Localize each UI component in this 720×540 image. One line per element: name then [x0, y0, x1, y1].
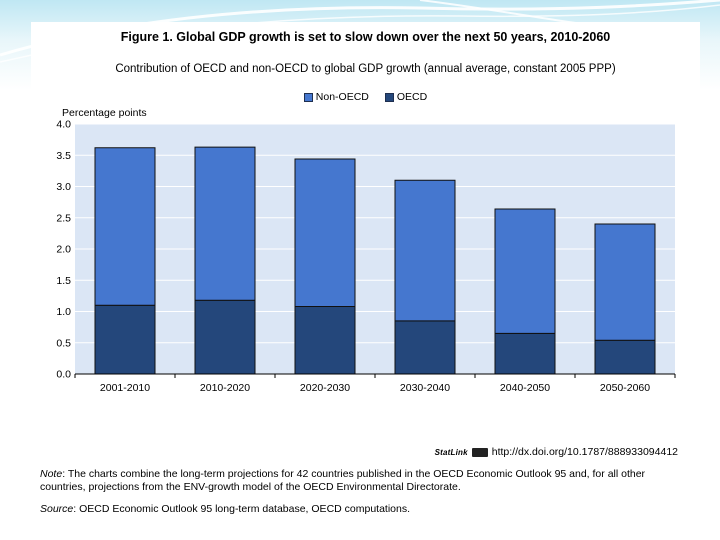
y-tick-label: 0.0: [56, 369, 71, 381]
statlink[interactable]: StatLink http://dx.doi.org/10.1787/88893…: [435, 446, 678, 458]
legend-swatch-non-oecd: [303, 92, 313, 102]
y-tick-label: 4.0: [56, 119, 71, 131]
bar-oecd-2030-2040: [394, 320, 456, 375]
x-tick-label: 2001-2010: [100, 382, 150, 394]
legend-label-non-oecd: Non-OECD: [315, 91, 369, 103]
source-label: Source: [40, 503, 74, 515]
bar-non-oecd-2020-2030: [294, 158, 356, 307]
y-tick-label: 2.5: [56, 212, 71, 224]
x-tick-label: 2050-2060: [600, 382, 650, 394]
bar-non-oecd-2001-2010: [94, 147, 156, 306]
legend-label-oecd: OECD: [396, 91, 428, 103]
source-text: : OECD Economic Outlook 95 long-term dat…: [73, 503, 411, 515]
y-tick-label: 3.5: [56, 150, 71, 162]
bar-chart: 0.0 0.5 1.0 1.5 2.0 2.5 3.0 3.5 4.0 2001-2010 2010…: [56, 107, 676, 394]
y-tick-label: 0.5: [56, 337, 71, 349]
x-tick-label: 2010-2020: [200, 382, 250, 394]
bar-oecd-2020-2030: [294, 306, 356, 375]
statlink-link-icon: [471, 447, 488, 457]
figure-title: Figure 1. Global GDP growth is set to sl…: [120, 30, 611, 44]
axes: 0.0 0.5 1.0 1.5 2.0 2.5 3.0 3.5 4.0 2001-2010 2010…: [56, 119, 676, 394]
statlink-url[interactable]: http://dx.doi.org/10.1787/888933094412: [491, 446, 678, 458]
bar-oecd-2010-2020: [194, 299, 256, 375]
y-tick-label: 1.5: [56, 275, 71, 287]
y-tick-label: 3.0: [56, 181, 71, 193]
gridlines: [75, 123, 675, 375]
figure-note: Note: The charts combine the long-term p…: [40, 468, 690, 494]
x-tick-label: 2030-2040: [400, 382, 450, 394]
statlink-logo: StatLink: [434, 447, 468, 457]
figure-card: Figure 1. Global GDP growth is set to sl…: [31, 22, 700, 530]
bar-oecd-2050-2060: [594, 339, 656, 375]
bar-non-oecd-2030-2040: [394, 179, 456, 322]
chart-legend: Non-OECD OECD: [31, 91, 700, 103]
bars: [94, 146, 656, 375]
note-text: : The charts combine the long-term proje…: [40, 468, 646, 493]
bar-oecd-2001-2010: [94, 304, 156, 375]
figure-subtitle: Contribution of OECD and non-OECD to glo…: [115, 63, 616, 75]
bar-non-oecd-2050-2060: [594, 223, 656, 341]
note-label: Note: [40, 468, 63, 480]
bar-non-oecd-2010-2020: [194, 146, 256, 301]
y-axis-title: Percentage points: [62, 107, 147, 119]
legend-item-non-oecd: Non-OECD: [303, 91, 369, 103]
y-tick-label: 1.0: [56, 306, 71, 318]
legend-swatch-oecd: [384, 92, 394, 102]
y-tick-label: 2.0: [56, 244, 71, 256]
bar-non-oecd-2040-2050: [494, 208, 556, 334]
figure-source: Source: OECD Economic Outlook 95 long-te…: [40, 503, 690, 515]
bar-oecd-2040-2050: [494, 332, 556, 375]
x-tick-label: 2020-2030: [300, 382, 350, 394]
x-tick-label: 2040-2050: [500, 382, 550, 394]
legend-item-oecd: OECD: [384, 91, 428, 103]
